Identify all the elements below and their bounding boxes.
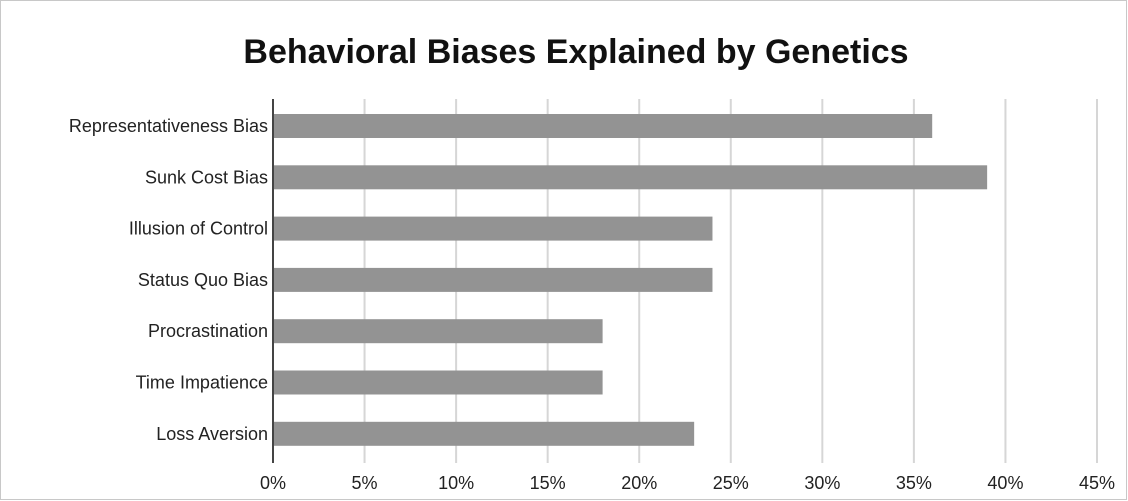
x-tick-label: 5%: [352, 473, 378, 493]
x-tick-label: 35%: [896, 473, 932, 493]
gridlines: [363, 99, 1098, 463]
category-label: Loss Aversion: [156, 424, 268, 444]
category-label: Procrastination: [148, 321, 268, 341]
x-tick-label: 25%: [713, 473, 749, 493]
chart-title: Behavioral Biases Explained by Genetics: [243, 33, 908, 71]
bar-time-impatience: [274, 370, 603, 395]
x-axis-ticks: 0% 5% 10% 15% 20% 25% 30% 35% 40% 45%: [260, 473, 1115, 493]
x-tick-label: 10%: [438, 473, 474, 493]
bar-illusion-of-control: [274, 216, 713, 241]
x-tick-label: 0%: [260, 473, 286, 493]
x-tick-label: 40%: [987, 473, 1023, 493]
category-label: Sunk Cost Bias: [145, 167, 268, 187]
x-tick-label: 30%: [804, 473, 840, 493]
bar-sunk-cost-bias: [274, 165, 988, 190]
x-tick-label: 45%: [1079, 473, 1115, 493]
x-tick-label: 20%: [621, 473, 657, 493]
bar-representativeness-bias: [274, 114, 933, 138]
bar-status-quo-bias: [274, 267, 713, 292]
bars: [274, 114, 988, 446]
category-label: Time Impatience: [136, 373, 268, 393]
category-label: Status Quo Bias: [138, 270, 268, 290]
category-label: Representativeness Bias: [69, 116, 268, 136]
x-tick-label: 15%: [530, 473, 566, 493]
category-label: Illusion of Control: [129, 219, 268, 239]
category-labels: Representativeness Bias Sunk Cost Bias Ill…: [69, 116, 268, 444]
bar-procrastination: [274, 319, 603, 344]
bar-loss-aversion: [274, 421, 695, 446]
